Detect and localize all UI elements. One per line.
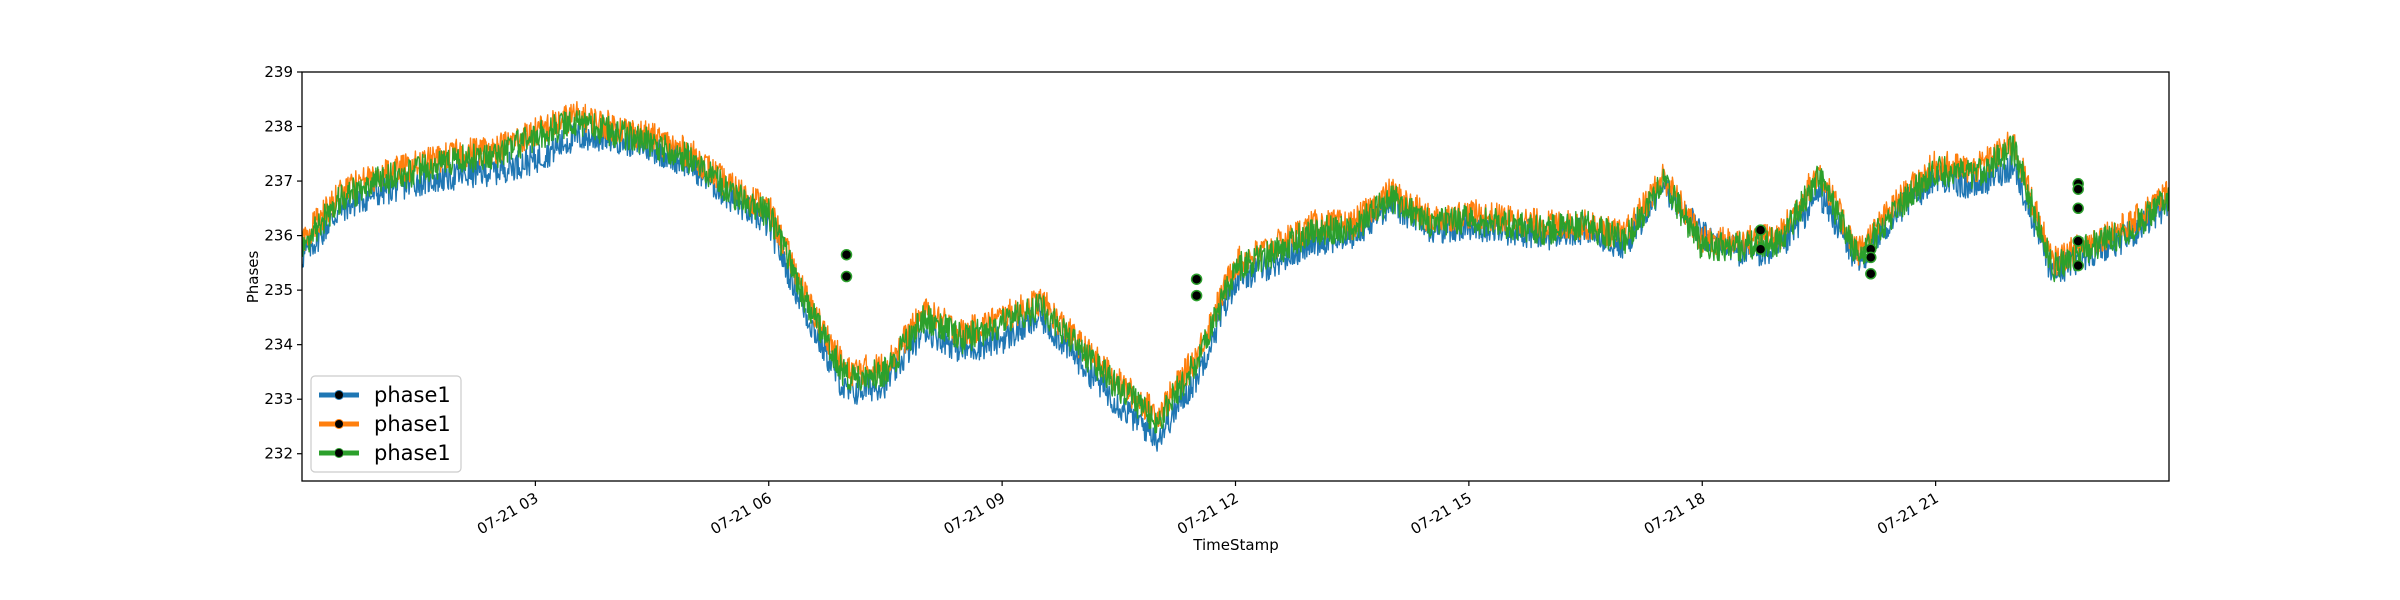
legend-label: phase1: [374, 412, 451, 436]
data-marker: [1190, 273, 1203, 285]
data-marker: [1754, 243, 1767, 255]
y-axis-label: Phases: [244, 251, 262, 304]
data-marker: [1865, 268, 1877, 280]
y-tick-label: 236: [264, 227, 293, 245]
data-marker: [1190, 289, 1203, 302]
y-axis: 232 233 234 235 236 237 238 239: [264, 63, 302, 463]
data-marker: [2072, 183, 2084, 195]
data-marker: [2072, 202, 2084, 215]
y-tick-label: 232: [264, 445, 293, 463]
y-tick-label: 237: [264, 172, 293, 190]
legend-marker: [334, 390, 344, 400]
series-line-3: [302, 110, 2169, 434]
legend-box: [310, 375, 462, 473]
series-layer: [302, 100, 2169, 452]
y-tick-label: 238: [264, 118, 293, 136]
legend-label: phase1: [374, 441, 451, 465]
y-tick-label: 233: [264, 390, 293, 408]
legend-label: phase1: [374, 383, 451, 407]
y-tick-label: 234: [264, 336, 293, 354]
data-marker: [840, 248, 853, 261]
data-marker: [1754, 224, 1767, 236]
y-tick-label: 239: [264, 63, 293, 81]
legend-marker: [334, 448, 344, 458]
x-axis-label: TimeStamp: [1192, 536, 1278, 554]
data-marker: [1865, 251, 1877, 264]
marker-layer: [840, 178, 2084, 302]
legend: phase1 phase1 phase1: [310, 375, 462, 473]
data-marker: [2072, 235, 2084, 247]
legend-marker: [334, 419, 344, 429]
y-tick-label: 235: [264, 281, 293, 299]
data-marker: [2072, 259, 2084, 272]
data-marker: [840, 270, 853, 283]
